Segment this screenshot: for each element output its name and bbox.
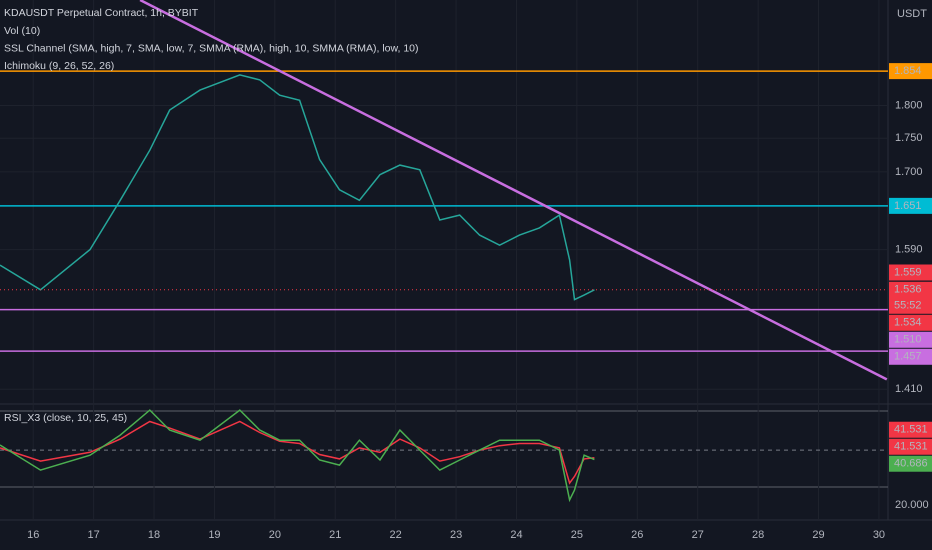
rsi-title: RSI_X3 (close, 10, 25, 45) [4, 412, 127, 424]
y-tick-label: 1.750 [895, 132, 923, 144]
x-tick-label: 19 [208, 529, 220, 541]
chart-title: KDAUSDT Perpetual Contract, 1h, BYBIT [4, 7, 199, 19]
price-label: 1.457 [894, 351, 922, 363]
y-unit: USDT [897, 8, 927, 20]
price-line [0, 74, 595, 301]
level-label-box [889, 63, 932, 80]
x-tick-label: 21 [329, 529, 341, 541]
x-tick-label: 27 [692, 529, 704, 541]
price-label: 1.559 [894, 266, 922, 278]
x-tick-label: 20 [269, 529, 281, 541]
rsi-label: 40.686 [894, 458, 928, 470]
x-tick-label: 24 [510, 529, 522, 541]
price-label: 1.510 [894, 334, 922, 346]
x-tick-label: 22 [390, 529, 402, 541]
y-tick-label: 1.700 [895, 166, 923, 178]
y-tick-label: 20.000 [895, 499, 929, 511]
price-label: 1.534 [894, 317, 922, 329]
x-tick-label: 25 [571, 529, 583, 541]
rsi-label: 41.531 [894, 441, 928, 453]
price-label-box [889, 314, 932, 331]
rsi-label-box [889, 455, 932, 472]
y-tick-label: 1.410 [895, 383, 923, 395]
rsi-label: 41.531 [894, 424, 928, 436]
price-label-box [889, 264, 932, 281]
level-label: 1.854 [894, 65, 922, 77]
indicator-label: Vol (10) [4, 25, 40, 37]
rsi-line [0, 409, 595, 503]
level-label: 1.651 [894, 200, 922, 212]
x-tick-label: 18 [148, 529, 160, 541]
price-label-box [889, 331, 932, 348]
rsi-label-box [889, 438, 932, 455]
price-label-box [889, 348, 932, 365]
x-tick-label: 23 [450, 529, 462, 541]
indicator-label: SSL Channel (SMA, high, 7, SMA, low, 7, … [4, 42, 419, 54]
level-label-box [889, 197, 932, 214]
y-tick-label: 1.800 [895, 99, 923, 111]
price-label: 1.536 [894, 284, 922, 296]
x-tick-label: 28 [752, 529, 764, 541]
x-tick-label: 26 [631, 529, 643, 541]
countdown: 55:52 [894, 300, 922, 312]
trendline [139, 0, 888, 381]
x-tick-label: 16 [27, 529, 39, 541]
x-tick-label: 29 [812, 529, 824, 541]
price-label-box [889, 281, 932, 314]
indicator-label: Ichimoku (9, 26, 52, 26) [4, 60, 114, 72]
rsi-label-box [889, 421, 932, 438]
x-tick-label: 17 [88, 529, 100, 541]
x-tick-label: 30 [873, 529, 885, 541]
y-tick-label: 1.590 [895, 244, 923, 256]
